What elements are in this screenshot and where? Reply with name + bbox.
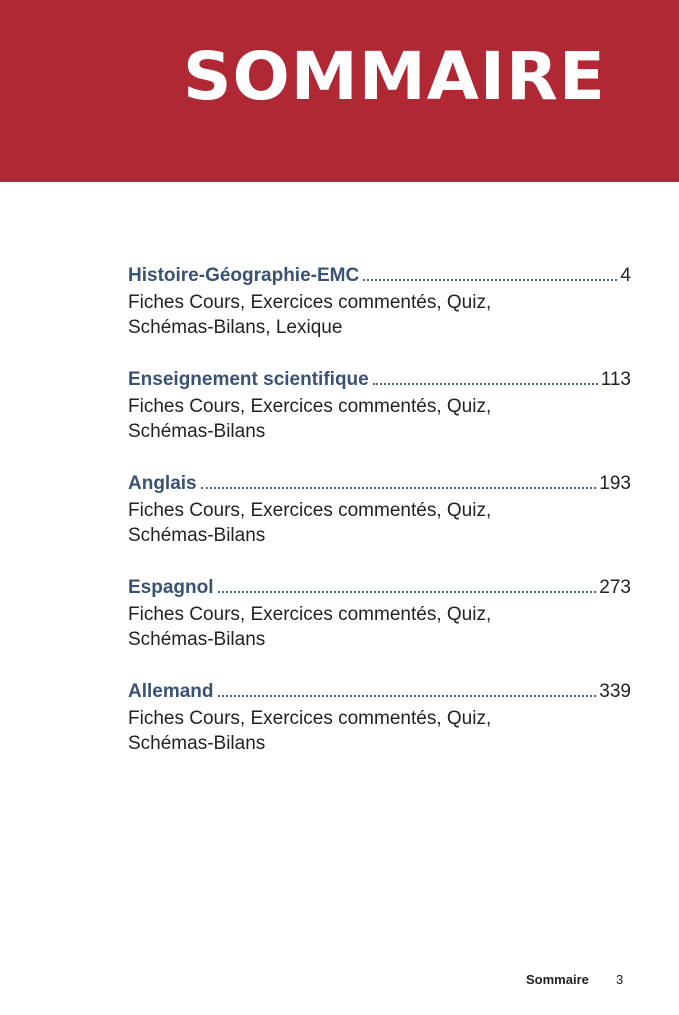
- entry-title[interactable]: Espagnol: [128, 577, 214, 598]
- entry-page: 193: [599, 473, 631, 494]
- page-title: SOMMAIRE: [183, 38, 606, 115]
- footer-page-number: 3: [616, 972, 624, 987]
- leader-dots: [217, 591, 597, 593]
- header-banner: SOMMAIRE: [0, 0, 679, 182]
- entry-desc: Fiches Cours, Exercices commentés, Quiz,: [128, 292, 492, 313]
- entry-title[interactable]: Anglais: [128, 473, 197, 494]
- entry-desc: Schémas-Bilans: [128, 733, 266, 754]
- entry-title[interactable]: Allemand: [128, 681, 214, 702]
- entry-desc: Schémas-Bilans, Lexique: [128, 317, 343, 338]
- leader-dots: [217, 695, 597, 697]
- entry-title[interactable]: Enseignement scientifique: [128, 369, 369, 390]
- page-footer: Sommaire 3: [526, 972, 623, 987]
- entry-page: 113: [600, 369, 631, 390]
- entry-desc: Fiches Cours, Exercices commentés, Quiz,: [128, 396, 492, 417]
- leader-dots: [363, 279, 618, 281]
- entry-page: 273: [599, 577, 631, 598]
- toc-entry[interactable]: Espagnol 273 Fiches Cours, Exercices comm…: [128, 577, 631, 652]
- footer-label: Sommaire: [526, 972, 589, 987]
- entry-page: 4: [620, 265, 631, 286]
- leader-dots: [372, 383, 598, 385]
- entry-desc: Fiches Cours, Exercices commentés, Quiz,: [128, 500, 492, 521]
- entry-desc: Schémas-Bilans: [128, 629, 266, 650]
- entry-title[interactable]: Histoire-Géographie-EMC: [128, 265, 360, 286]
- entry-page: 339: [599, 681, 631, 702]
- toc-entry[interactable]: Allemand 339 Fiches Cours, Exercices comm…: [128, 681, 631, 756]
- entry-desc: Fiches Cours, Exercices commentés, Quiz,: [128, 604, 492, 625]
- leader-dots: [200, 487, 597, 489]
- toc-entry[interactable]: Histoire-Géographie-EMC 4 Fiches Cours, E…: [128, 265, 631, 340]
- toc-entry[interactable]: Anglais 193 Fiches Cours, Exercices comme…: [128, 473, 631, 548]
- toc-entry[interactable]: Enseignement scientifique 113 Fiches Cour…: [128, 369, 631, 444]
- entry-desc: Schémas-Bilans: [128, 421, 266, 442]
- entry-desc: Schémas-Bilans: [128, 525, 266, 546]
- entry-desc: Fiches Cours, Exercices commentés, Quiz,: [128, 708, 492, 729]
